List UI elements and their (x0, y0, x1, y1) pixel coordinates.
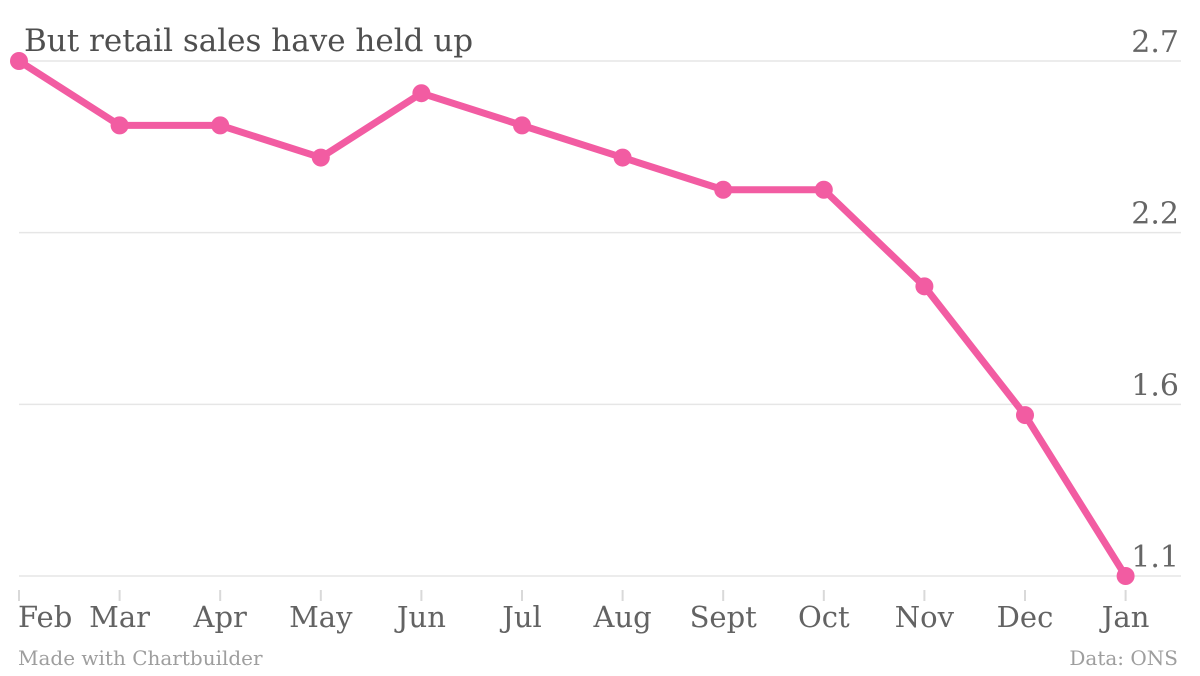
data-point (10, 52, 28, 70)
data-point (110, 116, 129, 135)
x-axis-label: Feb (18, 600, 72, 634)
y-axis-label: 1.1 (1131, 540, 1179, 575)
data-point (814, 180, 833, 199)
x-axis-label: Apr (193, 600, 248, 634)
y-axis-label: 1.6 (1131, 368, 1179, 403)
x-axis-label: Jan (1099, 600, 1150, 634)
x-axis-labels: Feb Mar Apr May Jun Jul Aug Sept Oct Nov Dec Jan (18, 600, 1149, 634)
data-point (211, 116, 230, 135)
gridlines (19, 60, 1181, 577)
x-axis-label: Sept (690, 600, 758, 634)
x-axis-label: Aug (593, 600, 652, 634)
x-axis-ticks (18, 590, 1127, 601)
y-axis-labels: 2.7 2.2 1.6 1.1 (1131, 25, 1179, 575)
y-axis-label: 2.7 (1131, 25, 1179, 60)
footer-credit: Made with Chartbuilder (18, 646, 263, 670)
x-axis-label: Oct (798, 600, 850, 634)
x-axis-label: May (289, 600, 353, 634)
data-point (311, 148, 330, 167)
chart-title: But retail sales have held up (24, 23, 473, 59)
footer-source: Data: ONS (1069, 646, 1178, 670)
series-line (15, 57, 1130, 580)
x-axis-label: Nov (895, 600, 955, 634)
data-series (10, 52, 1135, 585)
x-axis-label: Dec (997, 600, 1054, 634)
data-point (412, 84, 431, 103)
x-axis-label: Jun (394, 600, 446, 634)
data-point (1116, 567, 1135, 585)
x-axis-label: Mar (89, 600, 150, 634)
data-point (714, 180, 733, 199)
x-axis-label: Jul (499, 600, 542, 634)
data-point (613, 148, 632, 167)
y-axis-label: 2.2 (1131, 197, 1179, 232)
data-point (1016, 406, 1034, 425)
data-point (513, 116, 531, 135)
data-point (915, 277, 934, 296)
